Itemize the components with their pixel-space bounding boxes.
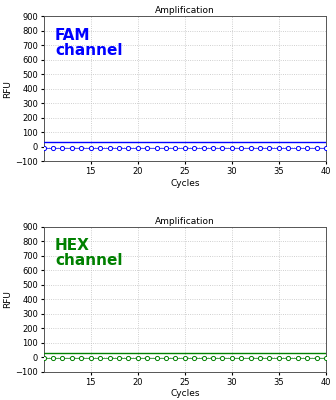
Text: HEX
channel: HEX channel [55,238,122,268]
Y-axis label: RFU: RFU [4,80,12,98]
Text: FAM
channel: FAM channel [55,28,122,58]
X-axis label: Cycles: Cycles [170,389,200,398]
X-axis label: Cycles: Cycles [170,179,200,188]
Y-axis label: RFU: RFU [4,290,12,308]
Title: Amplification: Amplification [155,217,215,226]
Title: Amplification: Amplification [155,6,215,15]
